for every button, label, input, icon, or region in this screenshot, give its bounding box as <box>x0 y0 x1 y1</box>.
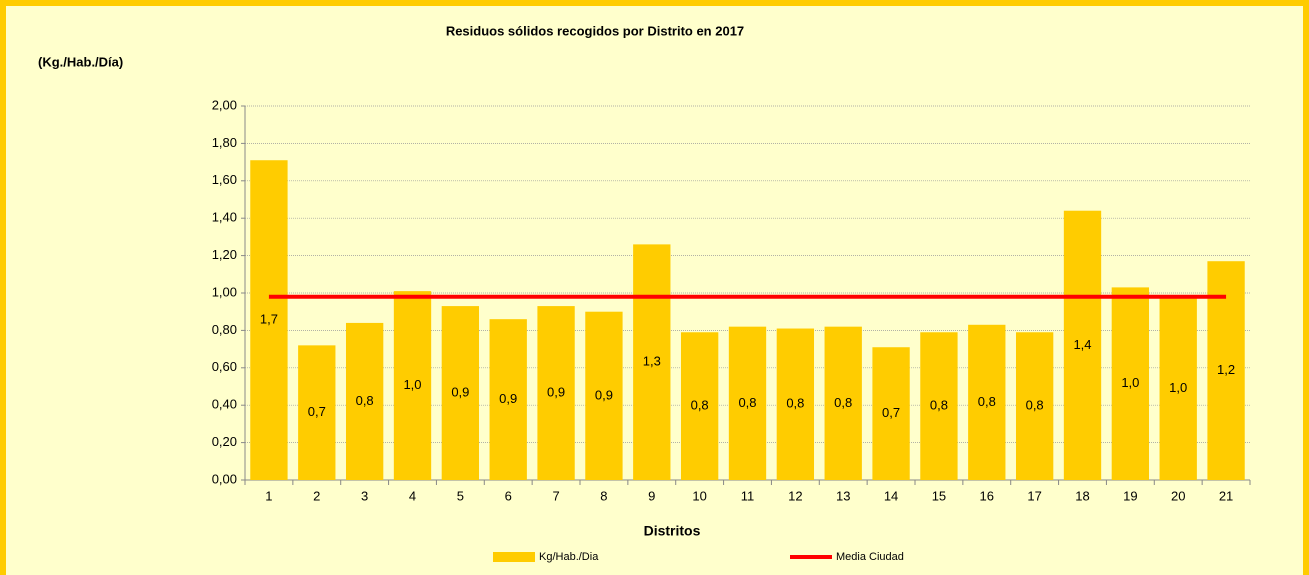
x-tick-label: 12 <box>788 488 802 503</box>
x-tick-label: 3 <box>361 488 368 503</box>
data-label: 1,0 <box>1169 380 1187 395</box>
x-tick-label: 6 <box>505 488 512 503</box>
y-tick-label: 0,20 <box>212 434 237 449</box>
data-label: 0,8 <box>834 395 852 410</box>
bar <box>776 328 815 480</box>
x-tick-label: 15 <box>932 488 946 503</box>
x-tick-label: 9 <box>648 488 655 503</box>
bar <box>872 347 910 480</box>
bar <box>250 160 288 481</box>
data-label: 0,8 <box>356 393 374 408</box>
bar <box>728 326 767 480</box>
x-tick-label: 10 <box>692 488 706 503</box>
data-label: 1,2 <box>1217 362 1235 377</box>
x-tick-label: 14 <box>884 488 898 503</box>
x-tick-label: 13 <box>836 488 850 503</box>
x-tick-label: 20 <box>1171 488 1185 503</box>
y-tick-label: 1,60 <box>212 172 237 187</box>
bar <box>1063 210 1102 480</box>
bar <box>1015 332 1054 480</box>
data-label: 0,8 <box>978 394 996 409</box>
data-label: 0,9 <box>499 391 517 406</box>
legend-label: Kg/Hab./Dia <box>539 551 599 563</box>
bar <box>441 306 480 480</box>
y-axis-title: (Kg./Hab./Día) <box>38 54 123 69</box>
data-label: 1,7 <box>260 312 278 327</box>
x-tick-label: 5 <box>457 488 464 503</box>
x-tick-label: 1 <box>265 488 272 503</box>
bar <box>585 311 623 480</box>
chart-title: Residuos sólidos recogidos por Distrito … <box>446 23 744 38</box>
data-label: 0,8 <box>691 398 709 413</box>
bar <box>1111 287 1150 480</box>
data-label: 0,8 <box>738 395 756 410</box>
x-tick-label: 11 <box>741 488 755 503</box>
bar <box>345 322 384 480</box>
bar <box>968 324 1006 480</box>
y-tick-label: 0,40 <box>212 397 237 412</box>
x-tick-label: 21 <box>1219 488 1233 503</box>
data-label: 0,7 <box>882 405 900 420</box>
y-tick-label: 1,20 <box>212 247 237 262</box>
data-label: 1,4 <box>1073 337 1091 352</box>
data-label: 0,9 <box>451 384 469 399</box>
y-tick-label: 0,80 <box>212 322 237 337</box>
x-tick-label: 18 <box>1075 488 1089 503</box>
data-label: 1,3 <box>643 354 661 369</box>
y-tick-label: 0,00 <box>212 471 237 486</box>
legend-swatch <box>493 552 535 562</box>
x-axis-title: Distritos <box>644 523 701 539</box>
bar <box>489 319 527 480</box>
x-tick-label: 16 <box>980 488 994 503</box>
legend-label: Media Ciudad <box>836 551 904 563</box>
y-tick-label: 0,60 <box>212 359 237 374</box>
x-tick-label: 17 <box>1027 488 1041 503</box>
y-tick-label: 1,40 <box>212 210 237 225</box>
y-tick-label: 2,00 <box>212 97 237 112</box>
bar <box>680 332 719 480</box>
bar <box>633 244 671 480</box>
data-label: 0,9 <box>595 387 613 402</box>
bar <box>393 291 432 480</box>
data-label: 0,9 <box>547 384 565 399</box>
x-tick-label: 19 <box>1123 488 1137 503</box>
data-label: 0,8 <box>930 398 948 413</box>
x-tick-label: 2 <box>313 488 320 503</box>
y-tick-label: 1,00 <box>212 284 237 299</box>
data-label: 0,8 <box>786 396 804 411</box>
bar <box>824 326 862 480</box>
x-tick-label: 7 <box>552 488 559 503</box>
data-label: 0,7 <box>308 404 326 419</box>
bar <box>537 306 575 480</box>
x-tick-label: 4 <box>409 488 416 503</box>
data-label: 1,0 <box>403 377 421 392</box>
bar <box>920 332 958 480</box>
data-label: 1,0 <box>1121 375 1139 390</box>
x-tick-label: 8 <box>600 488 607 503</box>
data-label: 0,8 <box>1026 398 1044 413</box>
bar <box>298 345 336 480</box>
bar <box>1159 296 1197 480</box>
y-tick-label: 1,80 <box>212 135 237 150</box>
